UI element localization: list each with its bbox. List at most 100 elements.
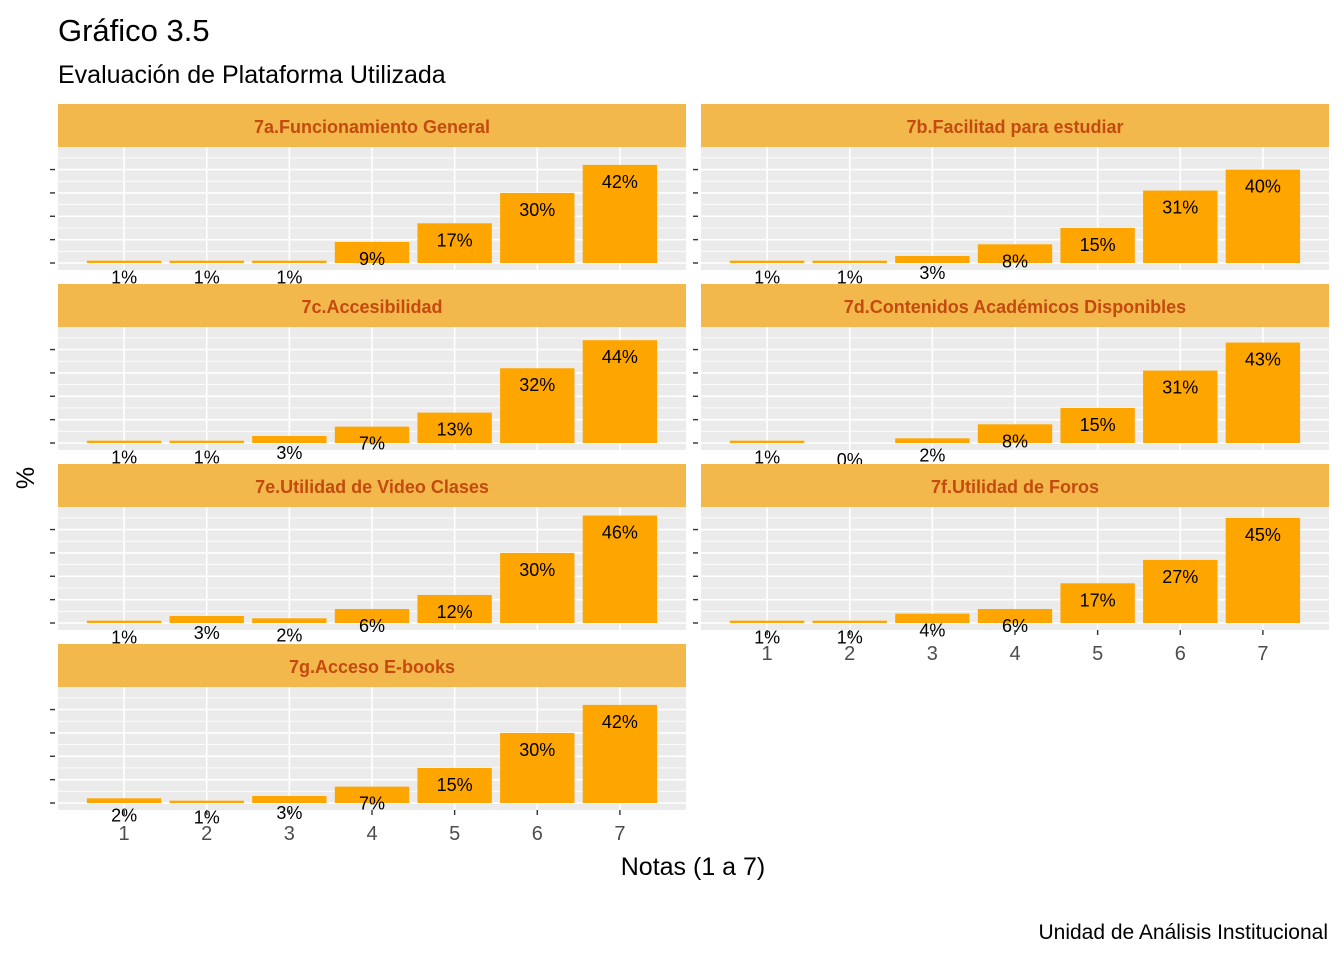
bar <box>334 608 410 623</box>
bar <box>252 260 327 263</box>
facet-strip <box>701 284 1329 327</box>
facet-strip <box>58 104 686 147</box>
bar <box>334 241 410 263</box>
bar <box>977 608 1053 623</box>
bar <box>252 435 327 443</box>
bar <box>86 440 162 443</box>
data-label: 2% <box>276 625 302 645</box>
data-label: 8% <box>1002 431 1028 451</box>
bar <box>417 767 492 803</box>
facet-strip <box>701 464 1329 507</box>
bar <box>582 515 658 623</box>
x-tick-label: 6 <box>532 823 543 845</box>
facet-strip <box>58 284 686 327</box>
x-tick-label: 5 <box>1092 643 1103 665</box>
data-label: 15% <box>1080 235 1116 255</box>
bar <box>1143 370 1218 443</box>
bar <box>169 800 244 803</box>
data-label: 7% <box>359 434 385 454</box>
bar <box>169 440 244 443</box>
facet-strip <box>58 464 686 507</box>
bar <box>500 732 575 803</box>
x-tick-label: 1 <box>119 823 130 845</box>
x-axis-label: Notas (1 a 7) <box>621 853 766 881</box>
x-tick-label: 5 <box>449 823 460 845</box>
data-label: 6% <box>1002 616 1028 636</box>
facet-panel: 7b.Facilitad para estudiar 1% 1% 3% 8% 15% 31%… <box>693 104 1329 288</box>
data-label: 1% <box>111 268 137 288</box>
caption: Unidad de Análisis Institucional <box>1038 921 1328 944</box>
data-label: 1% <box>754 628 780 648</box>
bar <box>86 798 162 803</box>
bar <box>417 594 492 623</box>
data-label: 30% <box>519 560 555 580</box>
x-tick-label: 7 <box>614 823 625 845</box>
data-label: 1% <box>837 628 863 648</box>
data-label: 43% <box>1245 350 1281 370</box>
bar <box>895 255 970 263</box>
data-label: 12% <box>437 602 473 622</box>
bar <box>729 620 805 623</box>
bar <box>1060 227 1135 263</box>
facet-strip-title: 7a.Funcionamiento General <box>254 117 490 137</box>
data-label: 7% <box>359 794 385 814</box>
bar <box>895 613 970 623</box>
bar <box>169 260 244 263</box>
bar <box>1060 583 1135 623</box>
bar <box>500 552 575 623</box>
data-label: 1% <box>111 448 137 468</box>
facet-strip-title: 7b.Facilitad para estudiar <box>906 117 1123 137</box>
x-tick-label: 3 <box>927 643 938 665</box>
bar <box>1225 169 1301 263</box>
facet-panel: 7a.Funcionamiento General 1% 1% 1% 9% 17% 30% 4… <box>50 104 686 288</box>
bar <box>86 620 162 623</box>
facet-strip-title: 7f.Utilidad de Foros <box>931 477 1099 497</box>
chart-subtitle: Evaluación de Plataforma Utilizada <box>58 61 446 89</box>
bar <box>582 164 658 263</box>
facet-strip <box>58 644 686 687</box>
bar <box>500 368 575 443</box>
data-label: 30% <box>519 740 555 760</box>
data-label: 3% <box>919 263 945 283</box>
x-tick-label: 7 <box>1257 643 1268 665</box>
bar <box>1143 559 1218 623</box>
data-label: 1% <box>754 268 780 288</box>
bar <box>86 260 162 263</box>
bar <box>729 260 805 263</box>
data-label: 42% <box>602 712 638 732</box>
bar <box>812 260 887 263</box>
data-label: 15% <box>1080 415 1116 435</box>
data-label: 40% <box>1245 177 1281 197</box>
bar <box>417 223 492 263</box>
facet-panel: 7e.Utilidad de Video Clases 1% 3% 2% 6% 12% 30… <box>50 464 686 648</box>
data-label: 2% <box>111 805 137 825</box>
data-label: 3% <box>276 443 302 463</box>
bar <box>1225 517 1301 623</box>
data-label: 8% <box>1002 251 1028 271</box>
bar <box>729 440 805 443</box>
facet-strip-title: 7e.Utilidad de Video Clases <box>255 477 489 497</box>
x-tick-label: 2 <box>201 823 212 845</box>
data-label: 31% <box>1162 198 1198 218</box>
chart-title: Gráfico 3.5 <box>58 13 210 48</box>
facet-strip-title: 7d.Contenidos Académicos Disponibles <box>844 297 1186 317</box>
data-label: 13% <box>437 420 473 440</box>
bar <box>500 192 575 263</box>
data-label: 17% <box>437 230 473 250</box>
bar <box>895 438 970 443</box>
data-label: 9% <box>359 249 385 269</box>
data-label: 1% <box>194 448 220 468</box>
data-label: 1% <box>276 268 302 288</box>
bar <box>582 704 658 803</box>
data-label: 6% <box>359 616 385 636</box>
data-label: 1% <box>111 628 137 648</box>
bar <box>252 795 327 803</box>
x-tick-label: 6 <box>1175 643 1186 665</box>
data-label: 31% <box>1162 378 1198 398</box>
x-tick-label: 3 <box>284 823 295 845</box>
data-label: 17% <box>1080 590 1116 610</box>
